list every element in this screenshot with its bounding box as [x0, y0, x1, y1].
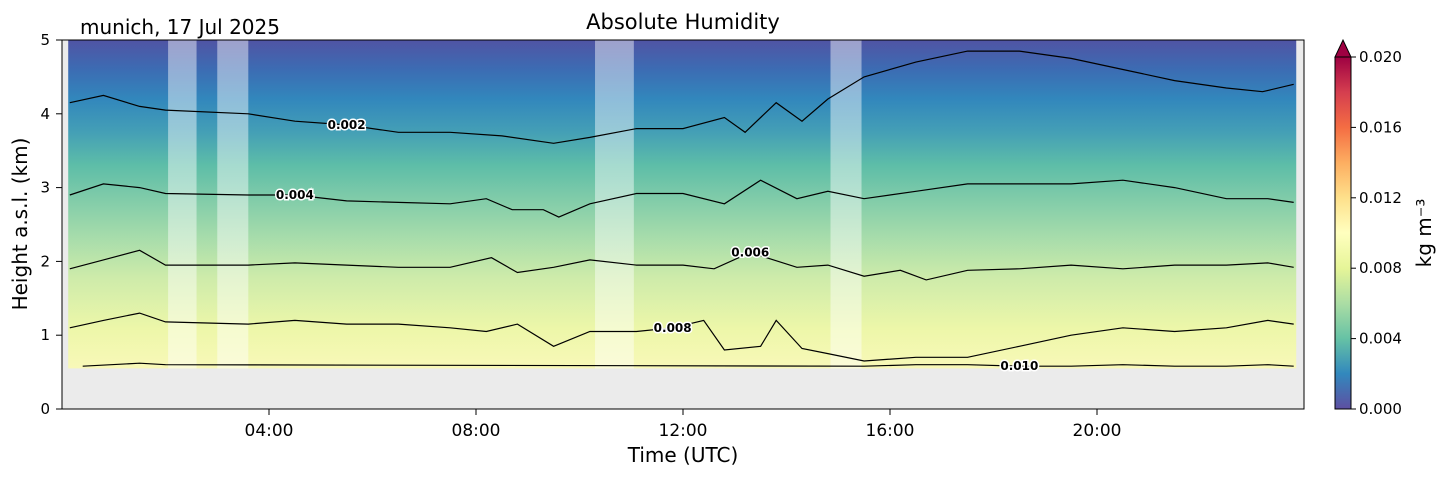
colorbar-tick-label: 0.020 — [1359, 48, 1402, 66]
y-axis-ticks: 0 1 2 3 4 5 — [40, 31, 62, 418]
contour-line — [82, 362, 1294, 367]
colorbar-tick-label: 0.012 — [1359, 189, 1402, 207]
contour-line — [69, 312, 1294, 362]
colorbar-frame — [1334, 56, 1352, 410]
data-gap — [168, 40, 197, 369]
x-tick-label: 08:00 — [452, 421, 501, 441]
x-axis-ticks: 04:00 08:00 12:00 16:00 20:00 — [245, 409, 1122, 441]
data-gap — [830, 40, 862, 369]
data-gap — [217, 40, 249, 369]
contour-line — [69, 249, 1294, 281]
y-tick-label: 5 — [40, 31, 50, 49]
colorbar-ticks: 0.000 0.004 0.008 0.012 0.016 0.020 — [1351, 48, 1402, 418]
contour-label: 0.002 — [328, 118, 366, 132]
contour-lines: 0.002 0.004 0.006 0.008 0.010 — [69, 50, 1294, 375]
y-tick-label: 1 — [40, 326, 50, 344]
colorbar-tick-label: 0.016 — [1359, 118, 1402, 136]
x-tick-label: 16:00 — [866, 421, 915, 441]
location-date-label: munich, 17 Jul 2025 — [80, 15, 280, 39]
humidity-field — [68, 40, 1297, 369]
contour-line — [69, 50, 1294, 144]
y-tick-label: 3 — [40, 179, 50, 197]
colorbar-tick-label: 0.000 — [1359, 400, 1402, 418]
contour-label: 0.008 — [654, 321, 692, 335]
contour-line — [69, 179, 1294, 218]
chart-title: Absolute Humidity — [586, 10, 780, 34]
x-axis-label: Time (UTC) — [627, 443, 739, 467]
data-gaps — [168, 40, 862, 369]
colorbar-fill — [1335, 57, 1351, 409]
colorbar-tick-label: 0.008 — [1359, 259, 1402, 277]
x-tick-label: 20:00 — [1073, 421, 1122, 441]
contour-label: 0.004 — [276, 188, 314, 202]
contour-label: 0.010 — [1000, 359, 1038, 373]
y-tick-label: 0 — [40, 400, 50, 418]
plot-area: 0.002 0.004 0.006 0.008 0.010 — [62, 40, 1304, 409]
y-tick-label: 2 — [40, 252, 50, 270]
y-axis-label: Height a.s.l. (km) — [8, 138, 32, 311]
contour-label: 0.006 — [731, 246, 769, 260]
colorbar-tick-label: 0.004 — [1359, 330, 1402, 348]
colorbar-label: kg m⁻³ — [1412, 199, 1436, 268]
x-tick-label: 04:00 — [245, 421, 294, 441]
colorbar-extend-arrow — [1334, 38, 1352, 58]
colorbar: 0.000 0.004 0.008 0.012 0.016 0.020 kg m⁻³ — [1334, 38, 1436, 418]
data-gap — [595, 40, 634, 369]
x-tick-label: 12:00 — [659, 421, 708, 441]
y-tick-label: 4 — [40, 105, 50, 123]
